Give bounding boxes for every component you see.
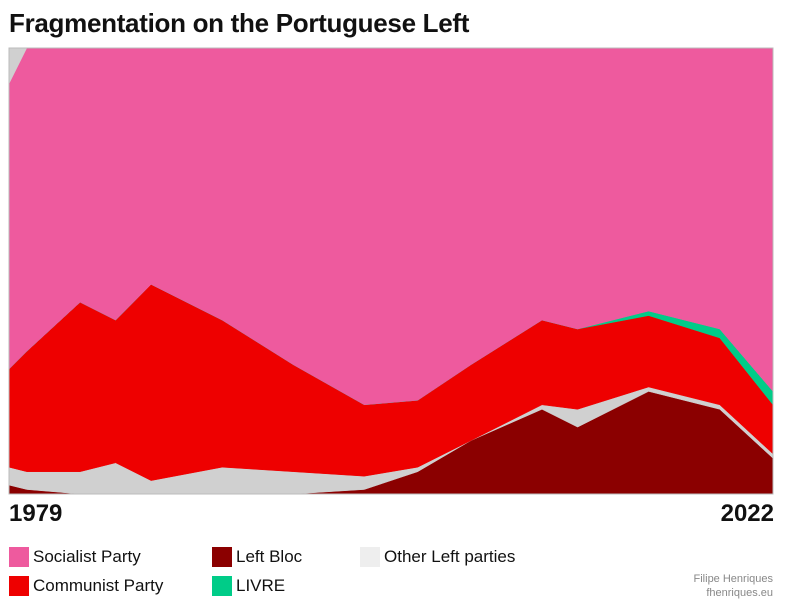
legend: Socialist Party Communist Party Left Blo… xyxy=(9,546,569,600)
credit-site: fhenriques.eu xyxy=(706,587,773,599)
legend-item-livre: LIVRE xyxy=(212,575,285,597)
legend-item-communist: Communist Party xyxy=(9,575,163,597)
legend-item-socialist: Socialist Party xyxy=(9,546,141,568)
legend-item-left-bloc: Left Bloc xyxy=(212,546,302,568)
legend-label-other-left: Other Left parties xyxy=(384,547,516,566)
legend-item-other-left: Other Left parties xyxy=(360,546,515,568)
chart-title: Fragmentation on the Portuguese Left xyxy=(9,8,470,38)
credit: Filipe Henriques fhenriques.eu xyxy=(694,572,773,600)
legend-swatch-livre xyxy=(212,576,232,596)
plot-frame xyxy=(8,47,774,495)
legend-label-left-bloc: Left Bloc xyxy=(236,547,303,566)
credit-author: Filipe Henriques xyxy=(693,573,773,585)
legend-swatch-communist xyxy=(9,576,29,596)
legend-swatch-socialist xyxy=(9,547,29,567)
x-axis-start-label: 1979 xyxy=(9,500,63,527)
legend-swatch-left-bloc xyxy=(212,547,232,567)
area-series-group xyxy=(8,47,774,495)
x-axis-end-label: 2022 xyxy=(720,500,774,527)
legend-swatch-other-left xyxy=(360,547,380,567)
legend-label-livre: LIVRE xyxy=(236,576,286,595)
legend-label-socialist: Socialist Party xyxy=(33,547,141,566)
legend-label-communist: Communist Party xyxy=(33,576,164,595)
